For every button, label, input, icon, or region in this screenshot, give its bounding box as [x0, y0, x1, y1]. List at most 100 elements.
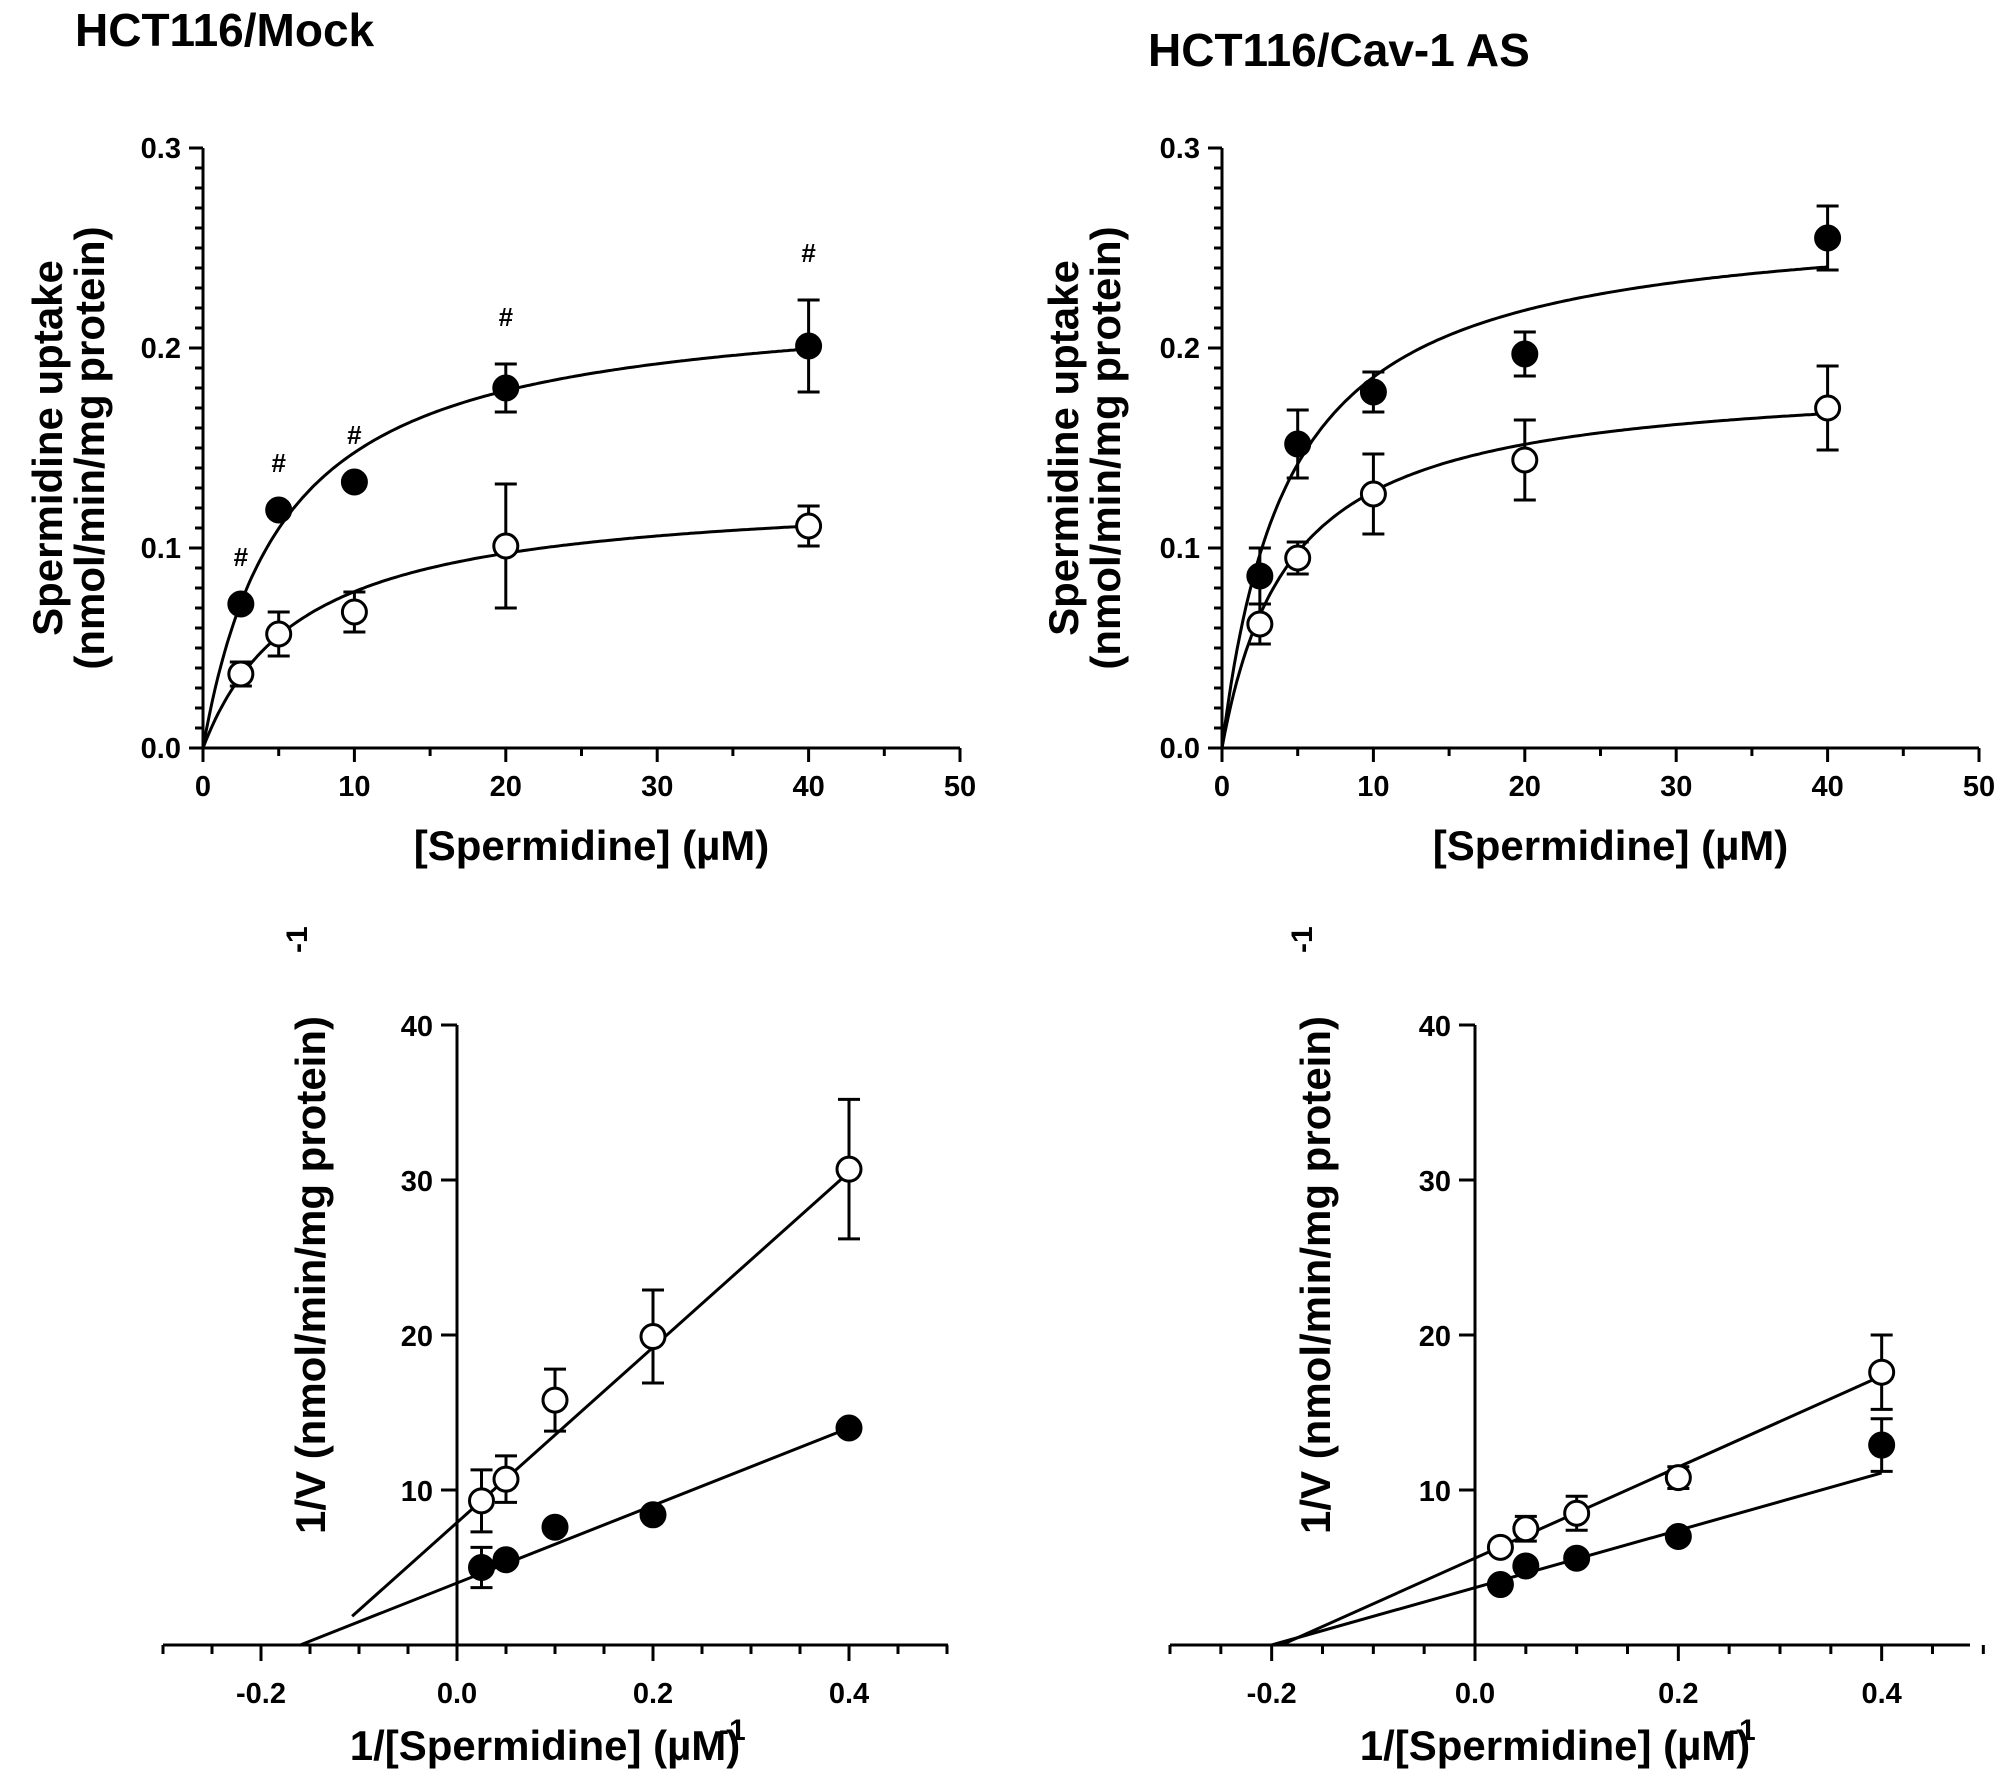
- data-point-open: [1868, 1358, 1896, 1386]
- chart-mock-saturation: 0 10 20 30 40 50 0.0 0.1 0.2 0.3 [Spermidine] (µM)…: [24, 133, 976, 869]
- data-point-open: [835, 1155, 863, 1183]
- y-tick-label: 0.0: [141, 733, 181, 765]
- x-tick-label: 0.2: [633, 1678, 673, 1710]
- data-point-open: [1563, 1499, 1591, 1527]
- y-tick-label: 0.3: [1160, 133, 1200, 165]
- data-point-filled: [1814, 224, 1842, 252]
- x-tick-label: 30: [641, 771, 673, 803]
- x-axis-title: 1/[Spermidine] (µM): [350, 1722, 741, 1769]
- x-tick-label: 30: [1660, 771, 1692, 803]
- data-point-filled: [1246, 562, 1274, 590]
- data-point-open: [1486, 1533, 1514, 1561]
- y-tick-label: 40: [401, 1011, 433, 1043]
- y-tick-label: 20: [1419, 1321, 1451, 1353]
- fit-line-series-1: [351, 1171, 850, 1618]
- data-point-open: [1814, 394, 1842, 422]
- data-point-open: [265, 620, 293, 648]
- y-tick-label: 30: [1419, 1166, 1451, 1198]
- x-tick-label: 0.4: [829, 1678, 869, 1710]
- data-point-filled: [541, 1513, 569, 1541]
- y-axis-title: 1/V (nmol/min/mg protein): [287, 1016, 334, 1534]
- significance-marker: #: [234, 542, 249, 572]
- x-tick-label: 50: [1963, 771, 1995, 803]
- significance-marker: #: [347, 420, 362, 450]
- chart-cav1-as-lineweaver-burk: -0.2 0.0 0.2 0.4 10 20 30 40 1/[Spermidine] (µM)…: [1168, 926, 1985, 1769]
- data-point-open: [1284, 544, 1312, 572]
- data-point-filled: [1563, 1544, 1591, 1572]
- data-point-open: [541, 1386, 569, 1414]
- y-axis-title-line2: (nmol/min/mg protein): [1082, 226, 1129, 669]
- y-tick-label: 0.1: [1160, 533, 1200, 565]
- x-axis-title: 1/[Spermidine] (µM): [1360, 1722, 1751, 1769]
- y-axis-title-superscript: -1: [281, 926, 314, 953]
- data-point-open: [1512, 1515, 1540, 1543]
- y-tick-label: 0.0: [1160, 733, 1200, 765]
- significance-marker: #: [801, 238, 816, 268]
- significance-marker: #: [271, 448, 286, 478]
- data-point-open: [492, 1465, 520, 1493]
- x-tick-label: 0: [195, 771, 211, 803]
- data-point-filled: [1511, 340, 1539, 368]
- y-axis-title: 1/V (nmol/min/mg protein): [1292, 1016, 1339, 1534]
- x-tick-label: 10: [338, 771, 370, 803]
- data-point-filled: [1868, 1431, 1896, 1459]
- y-tick-label: 0.1: [141, 533, 181, 565]
- data-point-filled: [835, 1414, 863, 1442]
- x-tick-label: -0.2: [236, 1678, 286, 1710]
- data-point-open: [492, 532, 520, 560]
- data-point-filled: [795, 332, 823, 360]
- data-point-filled: [1664, 1523, 1692, 1550]
- data-point-open: [1246, 610, 1274, 638]
- fit-line-series-0: [299, 1426, 850, 1647]
- x-tick-label: 0.2: [1658, 1678, 1698, 1710]
- data-point-filled: [492, 374, 520, 402]
- data-point-filled: [1486, 1571, 1514, 1599]
- y-axis-title-line1: Spermidine uptake: [1040, 260, 1087, 636]
- data-point-filled: [492, 1546, 520, 1574]
- data-point-filled: [468, 1554, 495, 1581]
- x-axis-title: [Spermidine] (µM): [1433, 822, 1789, 869]
- y-tick-label: 0.2: [141, 333, 181, 365]
- y-axis-title-line2: (nmol/min/mg protein): [66, 226, 113, 669]
- panel-title-mock: HCT116/Mock: [75, 4, 375, 56]
- data-point-filled: [265, 496, 293, 524]
- x-axis-title: [Spermidine] (µM): [414, 822, 770, 869]
- significance-marker: #: [499, 302, 514, 332]
- data-point-open: [340, 598, 368, 626]
- x-tick-label: -0.2: [1247, 1678, 1297, 1710]
- y-tick-label: 10: [401, 1476, 433, 1508]
- data-point-filled: [639, 1501, 667, 1529]
- y-axis-title-line1: Spermidine uptake: [24, 260, 71, 636]
- data-point-filled: [1359, 378, 1387, 406]
- x-tick-label: 0.0: [437, 1678, 477, 1710]
- x-axis-title-superscript: -1: [719, 1714, 746, 1747]
- data-point-open: [795, 512, 823, 540]
- x-tick-label: 20: [1509, 771, 1541, 803]
- data-point-filled: [1512, 1552, 1540, 1580]
- data-point-open: [227, 660, 255, 688]
- y-tick-label: 0.2: [1160, 333, 1200, 365]
- y-tick-label: 10: [1419, 1476, 1451, 1508]
- x-tick-label: 10: [1357, 771, 1389, 803]
- data-point-filled: [1284, 430, 1312, 458]
- chart-cav1-as-saturation: 0 10 20 30 40 50 0.0 0.1 0.2 0.3 [Spermidine] (µM)…: [1040, 133, 1995, 869]
- panel-title-cav1-as: HCT116/Cav-1 AS: [1148, 24, 1530, 76]
- data-point-filled: [340, 468, 368, 496]
- x-tick-label: 50: [944, 771, 976, 803]
- data-point-open: [468, 1487, 495, 1515]
- x-axis-title-superscript: -1: [1729, 1714, 1756, 1747]
- x-tick-label: 0.4: [1862, 1678, 1902, 1710]
- x-tick-label: 0.0: [1455, 1678, 1495, 1710]
- fit-curve-series-0: [1220, 265, 1828, 749]
- data-point-open: [639, 1323, 667, 1351]
- y-tick-label: 20: [401, 1321, 433, 1353]
- data-point-open: [1664, 1464, 1692, 1492]
- chart-mock-lineweaver-burk: -0.2 0.0 0.2 0.4 10 20 30 40 1/[Spermidine] (µM)…: [161, 926, 949, 1769]
- y-tick-label: 30: [401, 1166, 433, 1198]
- data-point-open: [1359, 480, 1387, 508]
- x-tick-label: 40: [1811, 771, 1843, 803]
- x-tick-label: 20: [490, 771, 522, 803]
- x-tick-label: 40: [792, 771, 824, 803]
- data-point-filled: [227, 590, 255, 618]
